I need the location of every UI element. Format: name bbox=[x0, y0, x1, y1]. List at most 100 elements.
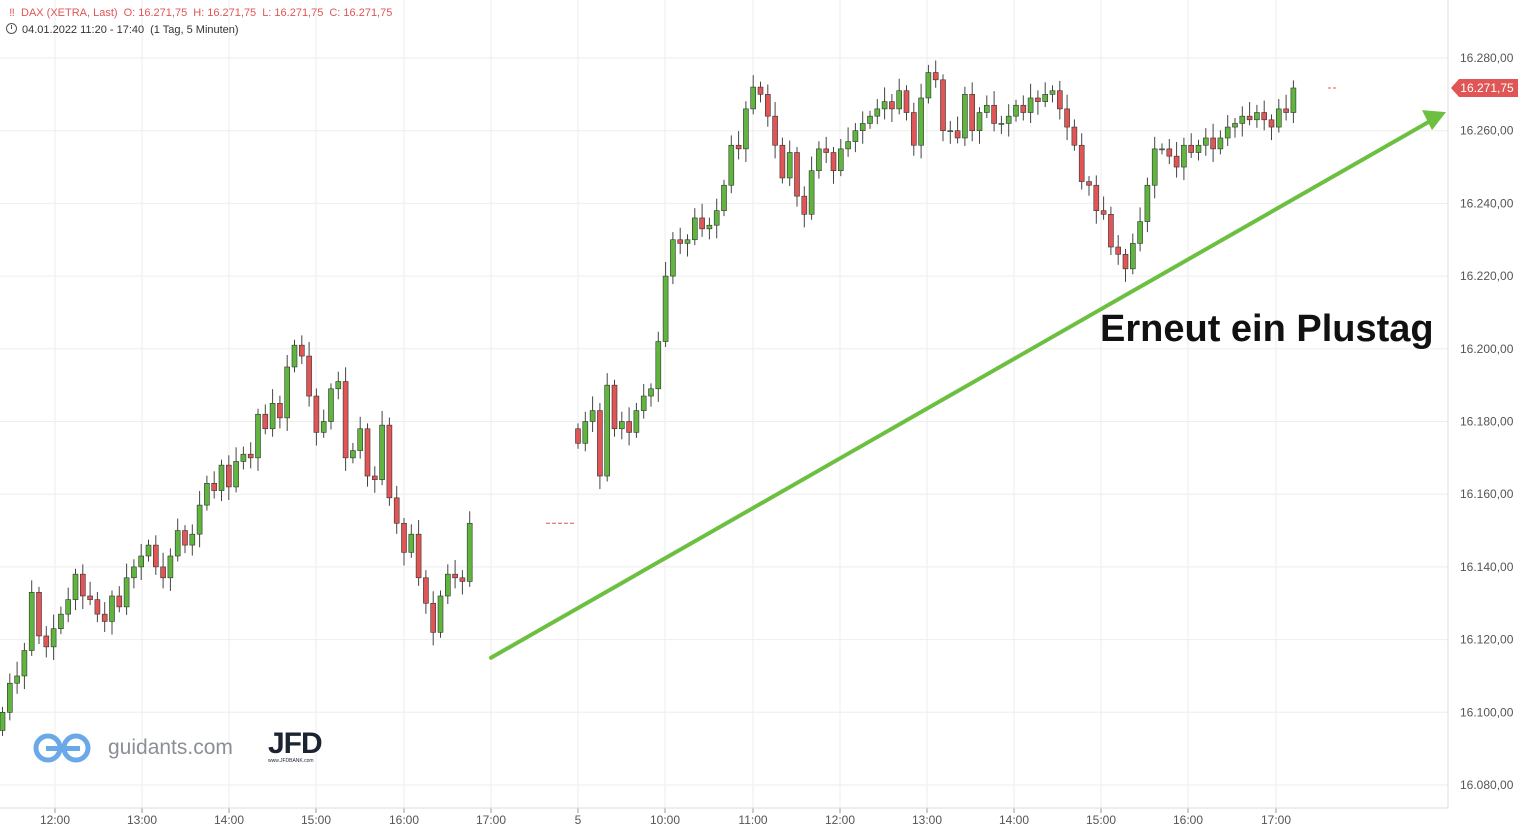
candle-down bbox=[94, 599, 101, 615]
candle-up bbox=[1290, 87, 1297, 113]
y-tick-label: 16.100,00 bbox=[1460, 705, 1514, 719]
candle-up bbox=[7, 682, 13, 713]
annotation-text: Erneut ein Plustag bbox=[1100, 308, 1434, 350]
candle-down bbox=[36, 592, 42, 637]
candle-up bbox=[1151, 148, 1158, 186]
candle-down bbox=[262, 413, 269, 430]
candle-down bbox=[735, 144, 742, 150]
candle-down bbox=[940, 79, 946, 131]
candle-down bbox=[342, 381, 349, 459]
candle-up bbox=[633, 410, 640, 433]
candle-down bbox=[1086, 181, 1092, 186]
candle-up bbox=[109, 595, 115, 622]
candle-up bbox=[845, 141, 851, 150]
candle-down bbox=[211, 482, 217, 491]
candle-up bbox=[640, 395, 647, 411]
candle-down bbox=[1093, 184, 1100, 211]
candle-down bbox=[932, 72, 939, 81]
candle-down bbox=[1100, 210, 1107, 215]
guidants-text: guidants.com bbox=[108, 736, 233, 759]
candle-up bbox=[1276, 108, 1282, 128]
candle-up bbox=[1224, 126, 1231, 139]
date-range: 04.01.2022 11:20 - 17:40 bbox=[22, 24, 145, 36]
candle-up bbox=[233, 461, 239, 488]
interval-label: (1 Tag, 5 Minuten) bbox=[150, 24, 239, 36]
candle-up bbox=[284, 366, 291, 419]
x-tick-label: 12:00 bbox=[825, 813, 855, 827]
jfd-subtext: www.JFDBANK.com bbox=[268, 758, 314, 764]
candle-down bbox=[626, 421, 632, 433]
open-value: O: 16.271,75 bbox=[123, 7, 188, 19]
candle-up bbox=[28, 592, 35, 651]
candle-up bbox=[291, 344, 298, 368]
chart-grid bbox=[0, 0, 1448, 808]
candle-up bbox=[138, 555, 144, 568]
candle-up bbox=[174, 530, 181, 557]
candle-up bbox=[662, 275, 669, 342]
candle-up bbox=[1232, 123, 1238, 128]
x-tick-label: 14:00 bbox=[214, 813, 244, 827]
candle-down bbox=[116, 595, 123, 608]
candle-down bbox=[954, 130, 961, 139]
candle-up bbox=[357, 428, 364, 451]
candle-up bbox=[925, 72, 932, 99]
y-tick-label: 16.220,00 bbox=[1460, 269, 1514, 283]
candle-up bbox=[131, 566, 137, 579]
trend-line bbox=[489, 119, 1432, 660]
candle-down bbox=[1115, 246, 1121, 255]
candle-up bbox=[320, 421, 327, 433]
candle-up bbox=[881, 101, 888, 110]
candle-down bbox=[772, 115, 778, 146]
candle-down bbox=[611, 384, 618, 430]
candle-down bbox=[452, 573, 458, 579]
candle-down bbox=[1078, 144, 1085, 182]
candle-up bbox=[816, 148, 822, 171]
candle-down bbox=[1057, 90, 1063, 110]
high-value: H: 16.271,75 bbox=[193, 7, 257, 19]
candle-up bbox=[691, 217, 698, 241]
y-tick-label: 16.120,00 bbox=[1460, 633, 1514, 647]
candle-up bbox=[670, 239, 676, 277]
candle-down bbox=[393, 497, 400, 524]
candle-down bbox=[1246, 115, 1253, 121]
candle-down bbox=[597, 410, 603, 477]
candle-down bbox=[101, 613, 108, 622]
clock-icon bbox=[6, 23, 17, 34]
y-tick-label: 16.160,00 bbox=[1460, 487, 1514, 501]
x-tick-label: 13:00 bbox=[912, 813, 942, 827]
candle-up bbox=[269, 403, 276, 430]
candle-up bbox=[50, 628, 57, 648]
price-tag-shape bbox=[1451, 78, 1518, 97]
y-axis: 16.080,00 16.100,00 16.120,00 16.140,00 16.1… bbox=[1447, 0, 1514, 808]
candle-up bbox=[721, 184, 727, 211]
candle-down bbox=[1210, 137, 1216, 150]
chart-header: ‼ DAX (XETRA, Last) O: 16.271,75 H: 16.271,… bbox=[6, 7, 392, 19]
candle-up bbox=[618, 421, 625, 430]
candle-down bbox=[823, 148, 830, 153]
candle-down bbox=[889, 101, 895, 110]
candle-down bbox=[1261, 112, 1267, 121]
candle-down bbox=[969, 94, 976, 131]
candles bbox=[0, 60, 1297, 736]
candle-down bbox=[226, 464, 232, 488]
candle-down bbox=[43, 635, 50, 648]
candle-down bbox=[764, 94, 771, 117]
candle-up bbox=[896, 90, 903, 110]
candle-up bbox=[743, 108, 749, 150]
candle-down bbox=[903, 90, 910, 113]
candle-down bbox=[830, 152, 837, 171]
candle-down bbox=[401, 522, 407, 553]
candle-down bbox=[160, 566, 166, 579]
x-tick-label: 17:00 bbox=[1261, 813, 1291, 827]
x-tick-label: 5 bbox=[575, 813, 582, 827]
candle-up bbox=[604, 384, 611, 477]
candle-up bbox=[145, 544, 152, 557]
candle-up bbox=[65, 599, 71, 615]
guidants-mark-icon bbox=[33, 733, 91, 763]
candle-down bbox=[575, 428, 581, 444]
candle-down bbox=[1020, 104, 1027, 113]
candle-down bbox=[677, 239, 684, 244]
candle-up bbox=[684, 239, 691, 244]
candle-up bbox=[335, 381, 342, 390]
